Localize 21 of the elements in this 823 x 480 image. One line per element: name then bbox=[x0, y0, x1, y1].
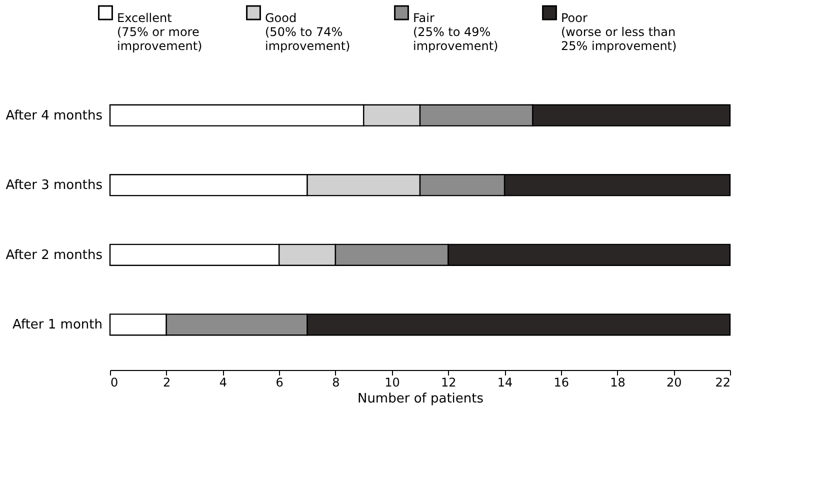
x-tick-label: 10 bbox=[384, 376, 400, 390]
x-tick-label: 4 bbox=[219, 376, 228, 390]
y-tick-label: After 3 months bbox=[6, 178, 103, 194]
x-tick-label: 8 bbox=[332, 376, 340, 390]
legend-label: Poor (worse or less than 25% improvement) bbox=[561, 10, 677, 53]
legend-label: Fair (25% to 49% improvement) bbox=[413, 10, 498, 53]
y-tick-label: After 2 months bbox=[6, 248, 103, 263]
y-tick-label: After 1 month bbox=[12, 318, 102, 333]
x-tick-label: 16 bbox=[554, 376, 570, 390]
x-tick-label: 6 bbox=[276, 376, 284, 390]
x-tick-label: 2 bbox=[163, 376, 171, 390]
legend-label: Excellent (75% or more improvement) bbox=[117, 10, 202, 53]
x-tick-label: 20 bbox=[666, 376, 682, 390]
x-tick-label: 14 bbox=[497, 376, 513, 390]
x-tick-label: 12 bbox=[441, 376, 456, 390]
x-tick-label: 22 bbox=[715, 376, 730, 390]
legend-label: Good (50% to 74% improvement) bbox=[265, 10, 350, 53]
x-axis-title: Number of patients bbox=[357, 392, 484, 406]
x-tick-label: 0 bbox=[110, 376, 118, 390]
y-tick-label: After 4 months bbox=[6, 108, 103, 124]
x-tick-label: 18 bbox=[610, 376, 626, 390]
